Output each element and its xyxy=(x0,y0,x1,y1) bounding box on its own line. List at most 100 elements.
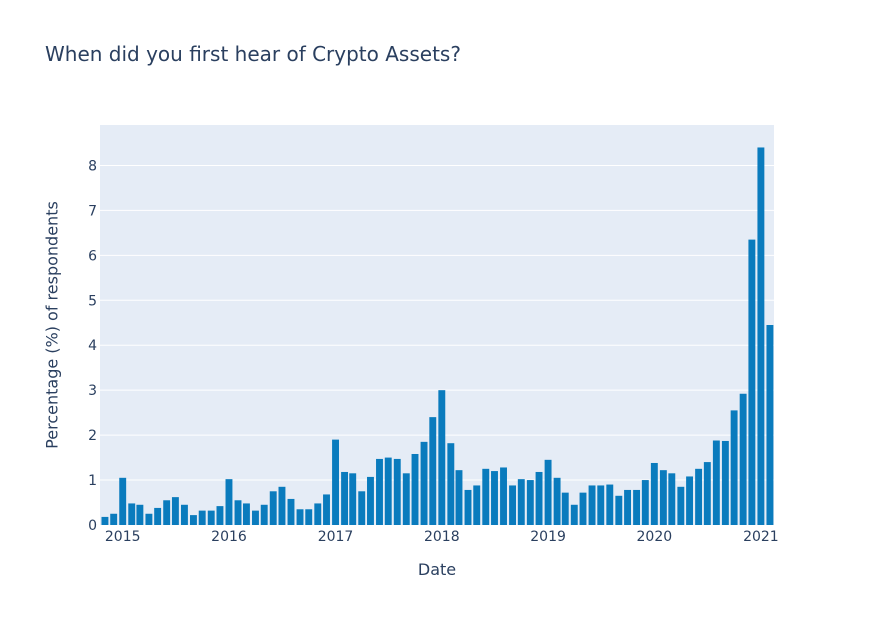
bar-2021-01 xyxy=(757,147,765,525)
bar-2016-11 xyxy=(314,503,322,525)
y-tick-label: 7 xyxy=(88,203,97,219)
bar-2015-03 xyxy=(136,504,144,525)
bar-2018-10 xyxy=(517,479,525,525)
bar-2015-05 xyxy=(154,507,162,525)
chart-title: When did you first hear of Crypto Assets… xyxy=(45,42,461,66)
bar-2017-12 xyxy=(429,417,437,525)
gridlines xyxy=(100,164,774,481)
bar-2020-11 xyxy=(739,393,747,525)
bar-2016-05 xyxy=(260,504,268,525)
bar-2017-08 xyxy=(393,458,401,525)
bar-2015-08 xyxy=(180,504,188,525)
bar-2020-03 xyxy=(668,473,676,525)
bar-2020-12 xyxy=(748,239,756,526)
bar-2018-03 xyxy=(455,470,463,525)
y-tick-label: 2 xyxy=(88,428,97,444)
bar-2019-09 xyxy=(615,495,623,525)
bar-2020-10 xyxy=(730,410,738,525)
bar-2020-01 xyxy=(650,462,658,525)
y-tick-label: 3 xyxy=(88,383,97,399)
bar-2015-04 xyxy=(145,513,153,525)
bar-2019-02 xyxy=(553,477,561,525)
x-tick-label: 2018 xyxy=(424,529,460,545)
bar-2017-11 xyxy=(420,441,428,525)
bar-2019-11 xyxy=(633,489,641,525)
bar-2019-01 xyxy=(544,459,552,525)
bar-2015-09 xyxy=(190,515,197,525)
x-tick-label: 2015 xyxy=(105,529,141,545)
bar-2019-04 xyxy=(570,504,578,525)
bar-2016-10 xyxy=(305,509,313,525)
y-tick-label: 0 xyxy=(88,518,97,534)
bar-2016-01 xyxy=(225,479,233,525)
y-axis-title: Percentage (%) of respondents xyxy=(42,201,62,449)
bar-2015-02 xyxy=(128,503,136,525)
bar-2019-03 xyxy=(561,492,569,525)
bar-2015-07 xyxy=(171,497,179,525)
bar-2015-10 xyxy=(198,510,206,525)
bar-2016-03 xyxy=(242,503,250,525)
bar-2017-03 xyxy=(349,473,357,525)
bar-2020-08 xyxy=(712,440,720,525)
bar-2019-05 xyxy=(579,492,587,525)
x-tick-label: 2017 xyxy=(318,529,354,545)
bar-2016-08 xyxy=(287,498,295,525)
bar-2018-09 xyxy=(509,485,517,525)
bar-2017-04 xyxy=(358,491,366,525)
bar-2017-02 xyxy=(341,471,349,525)
bar-2018-12 xyxy=(535,471,543,525)
y-tick-label: 8 xyxy=(88,158,97,174)
bar-2017-05 xyxy=(367,476,374,525)
x-tick-label: 2021 xyxy=(743,529,779,545)
bar-2017-07 xyxy=(384,457,392,525)
bar-2015-01 xyxy=(119,477,127,525)
bar-2015-12 xyxy=(216,506,224,525)
bar-2015-06 xyxy=(163,500,171,525)
bar-2018-05 xyxy=(473,485,481,525)
x-tick-labels: 2015 2016 2017 2018 2019 2020 2021 xyxy=(105,529,779,545)
bar-2018-06 xyxy=(482,468,490,525)
bar-2014-11 xyxy=(101,516,109,525)
bar-2017-01 xyxy=(332,439,339,525)
bars xyxy=(101,147,774,526)
bar-2017-10 xyxy=(411,453,419,525)
bar-2018-02 xyxy=(447,443,455,525)
plot-background xyxy=(100,125,774,525)
x-tick-label: 2019 xyxy=(530,529,566,545)
bar-2016-07 xyxy=(278,486,286,525)
y-tick-label: 5 xyxy=(88,293,97,309)
bar-2020-04 xyxy=(677,486,685,525)
bar-2019-12 xyxy=(641,480,649,525)
y-tick-label: 4 xyxy=(88,338,97,354)
bar-2020-09 xyxy=(721,440,729,525)
bar-2016-04 xyxy=(252,510,259,525)
bar-2020-05 xyxy=(686,476,694,525)
bar-2014-12 xyxy=(110,513,118,525)
bar-2019-06 xyxy=(588,485,596,525)
bar-2016-06 xyxy=(269,491,277,525)
bar-2017-06 xyxy=(376,458,383,525)
bar-2015-11 xyxy=(207,510,215,525)
bar-2016-02 xyxy=(234,500,242,525)
bar-2018-04 xyxy=(464,489,472,525)
bar-2018-08 xyxy=(500,467,507,525)
x-axis-title: Date xyxy=(417,560,457,579)
bar-2018-07 xyxy=(491,471,498,525)
bar-2019-07 xyxy=(597,485,605,525)
y-tick-labels: 0 1 2 3 4 5 6 7 8 xyxy=(88,158,97,534)
bar-2018-11 xyxy=(526,480,534,525)
bar-2020-02 xyxy=(659,470,667,525)
bar-2018-01 xyxy=(438,390,446,525)
x-tick-label: 2016 xyxy=(211,529,247,545)
bar-2019-10 xyxy=(624,489,632,525)
bar-2019-08 xyxy=(606,484,614,525)
bar-2021-02 xyxy=(766,325,774,525)
bar-2020-07 xyxy=(703,462,711,525)
bar-2020-06 xyxy=(695,468,703,525)
y-tick-label: 6 xyxy=(88,248,97,264)
bar-2017-09 xyxy=(402,473,410,525)
bar-2016-09 xyxy=(296,509,304,525)
bar-2016-12 xyxy=(323,494,330,525)
x-tick-label: 2020 xyxy=(637,529,673,545)
